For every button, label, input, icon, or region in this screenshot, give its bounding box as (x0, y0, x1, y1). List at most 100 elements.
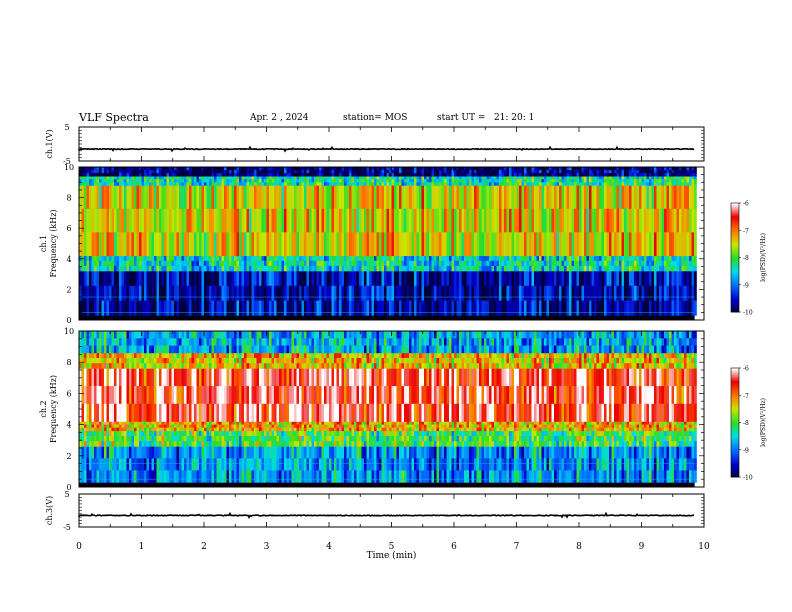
spectrogram-cell (199, 358, 202, 364)
spectrogram-cell (159, 427, 162, 432)
spectrogram-cell (214, 232, 217, 257)
spectrogram-cell (189, 300, 192, 316)
spectrogram-cell (99, 260, 102, 267)
spectrogram-cell (684, 173, 687, 177)
spectrogram-cell (381, 255, 385, 262)
spectrogram-cell (81, 436, 85, 442)
spectrogram-cell (611, 271, 615, 287)
spectrogram-cell (339, 260, 342, 267)
spectrogram-cell (639, 208, 642, 233)
spectrogram-cell (186, 345, 190, 354)
spectrogram-cell (161, 167, 165, 171)
spectrogram-cell (279, 170, 282, 174)
spectrogram-cell (689, 173, 692, 177)
spectrogram-cell (569, 255, 572, 262)
spectrogram-cell (514, 185, 517, 210)
spectrogram-cell (291, 170, 295, 174)
spectrogram-cell (289, 179, 292, 183)
spectrogram-cell (326, 265, 330, 272)
spectrogram-cell (271, 260, 275, 267)
spectrogram-cell (631, 176, 635, 180)
spectrogram-cell (196, 427, 200, 432)
spectrogram-cell (326, 182, 330, 186)
spectrogram-cell (79, 386, 82, 405)
spectrogram-cell (611, 265, 615, 272)
spectrogram-cell (334, 173, 337, 177)
spectrogram-cell (129, 363, 132, 369)
spectrogram-cell (589, 170, 592, 174)
spectrogram-cell (496, 300, 500, 316)
spectrogram-cell (674, 265, 677, 272)
spectrogram-cell (126, 352, 130, 359)
spectrogram-cell (549, 182, 552, 186)
spectrogram-cell (199, 182, 202, 186)
spectrogram-cell (111, 358, 115, 364)
spectrogram-cell (199, 436, 202, 442)
spectrogram-cell (84, 430, 87, 437)
spectrogram-cell (511, 185, 515, 210)
spectrogram-cell (646, 285, 650, 301)
spectrogram-cell (439, 300, 442, 316)
spectrogram-cell (79, 170, 82, 174)
spectrogram-cell (499, 300, 502, 316)
spectrogram-cell (334, 271, 337, 287)
spectrogram-cell (106, 232, 110, 257)
spectrogram-cell (571, 173, 575, 177)
spectrogram-cell (259, 167, 262, 171)
spectrogram-cell (206, 260, 210, 267)
spectrogram-cell (184, 441, 187, 447)
spectrogram-cell (94, 285, 97, 301)
spectrogram-cell (604, 179, 607, 183)
spectrogram-cell (484, 182, 487, 186)
spectrogram-cell (129, 403, 132, 422)
spectrogram-cell (481, 182, 485, 186)
spectrogram-cell (531, 300, 535, 316)
spectrogram-cell (151, 300, 155, 316)
spectrogram-cell (206, 363, 210, 369)
spectrogram-cell (551, 167, 555, 171)
spectrogram-cell (184, 363, 187, 369)
spectrogram-cell (294, 265, 297, 272)
spectrogram-cell (539, 173, 542, 177)
spectrogram-cell (319, 167, 322, 171)
spectrogram-cell (439, 255, 442, 262)
spectrogram-cell (464, 167, 467, 171)
spectrogram-cell (316, 176, 320, 180)
ch1-spectrogram-ytick-label: 8 (66, 194, 71, 203)
spectrogram-cell (259, 260, 262, 267)
spectrogram-cell (116, 441, 120, 447)
spectrogram-cell (194, 208, 197, 233)
spectrogram-cell (504, 167, 507, 171)
spectrogram-cell (109, 182, 112, 186)
spectrogram-cell (86, 441, 90, 447)
spectrogram-cell (214, 446, 217, 459)
spectrogram-cell (634, 167, 637, 171)
spectrogram-cell (314, 271, 317, 287)
spectrogram-cell (186, 232, 190, 257)
spectrogram-cell (86, 358, 90, 364)
spectrogram-cell (189, 345, 192, 354)
spectrogram-cell (81, 446, 85, 459)
colorbar-tick-label: -6 (743, 201, 749, 208)
spectrogram-cell (154, 255, 157, 262)
spectrogram-cell (299, 260, 302, 267)
spectrogram-cell (499, 167, 502, 171)
spectrogram-cell (686, 260, 690, 267)
spectrogram-cell (584, 232, 587, 257)
spectrogram-cell (511, 182, 515, 186)
spectrogram-cell (479, 173, 482, 177)
spectrogram-cell (669, 179, 672, 183)
spectrogram-cell (661, 232, 665, 257)
spectrogram-cell (689, 182, 692, 186)
spectrogram-cell (81, 427, 85, 432)
spectrogram-cell (184, 436, 187, 442)
spectrogram-cell (444, 185, 447, 210)
spectrogram-cell (281, 182, 285, 186)
spectrogram-cell (204, 331, 207, 339)
spectrogram-cell (529, 208, 532, 233)
spectrogram-cell (461, 179, 465, 183)
spectrogram-cell (631, 265, 635, 272)
spectrogram-cell (239, 265, 242, 272)
spectrogram-cell (536, 208, 540, 233)
spectrogram-cell (94, 331, 97, 339)
